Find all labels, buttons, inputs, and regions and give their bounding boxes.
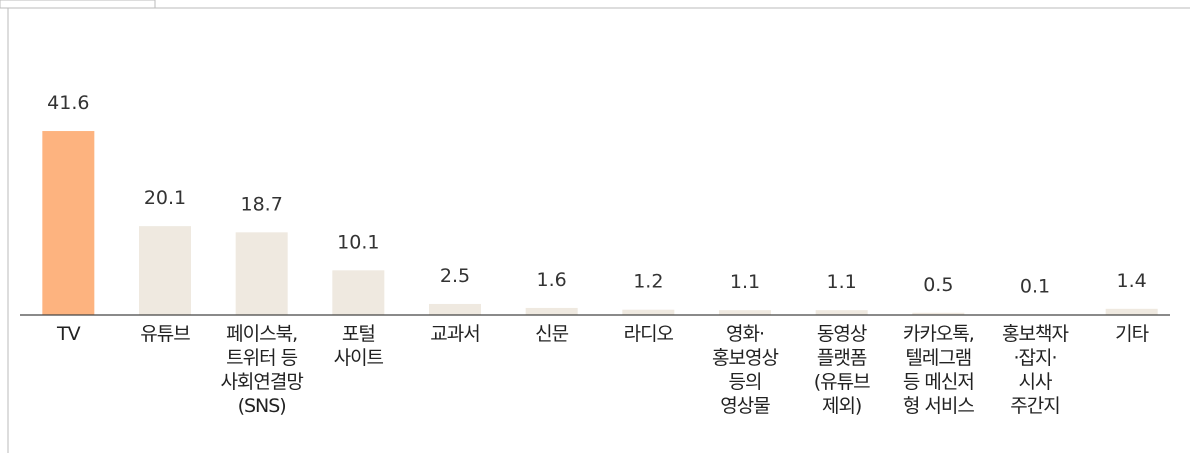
bar	[815, 310, 868, 315]
value-label: 18.7	[241, 193, 283, 215]
bar	[429, 303, 481, 315]
x-tick-label: 기타	[1115, 323, 1149, 345]
value-label: 0.1	[1020, 276, 1050, 298]
value-label: 2.5	[440, 265, 470, 287]
bar	[525, 307, 578, 315]
value-label: 20.1	[144, 187, 186, 209]
bar	[719, 310, 771, 315]
x-tick-label: TV	[57, 323, 81, 345]
tab	[0, 0, 156, 9]
x-tick-label: 포털 사이트	[333, 323, 384, 369]
value-label: 1.1	[730, 271, 760, 293]
frame	[7, 7, 1190, 453]
value-label: 10.1	[337, 231, 379, 253]
value-label: 0.5	[923, 274, 953, 296]
x-tick-label: 영화· 홍보영상 등의 영상물	[712, 323, 779, 417]
x-tick-label: 신문	[535, 323, 569, 345]
x-tick-label: 교과서	[430, 323, 480, 345]
x-tick-label: 유튜브	[140, 323, 190, 345]
value-label: 1.2	[633, 271, 663, 293]
bar	[912, 312, 965, 315]
x-tick-label: 동영상 플랫폼 (유튜브 제외)	[813, 323, 871, 417]
value-label: 1.6	[537, 269, 567, 291]
bar	[1105, 308, 1158, 315]
x-tick-label: 홍보책자 ·잡지· 시사 주간지	[1002, 323, 1069, 417]
value-label: 1.1	[827, 271, 857, 293]
bar	[42, 131, 95, 315]
bar	[622, 309, 675, 315]
x-tick-label: 라디오	[623, 323, 674, 345]
value-label: 41.6	[47, 92, 89, 114]
bar	[235, 232, 288, 315]
value-label: 1.4	[1117, 270, 1147, 292]
bar	[332, 270, 385, 315]
x-tick-label: 페이스북, 트위터 등 사회연결망 (SNS)	[220, 323, 303, 417]
bar	[139, 226, 191, 315]
x-tick-label: 카카오톡, 텔레그램 등 메신저 형 서비스	[902, 323, 975, 417]
